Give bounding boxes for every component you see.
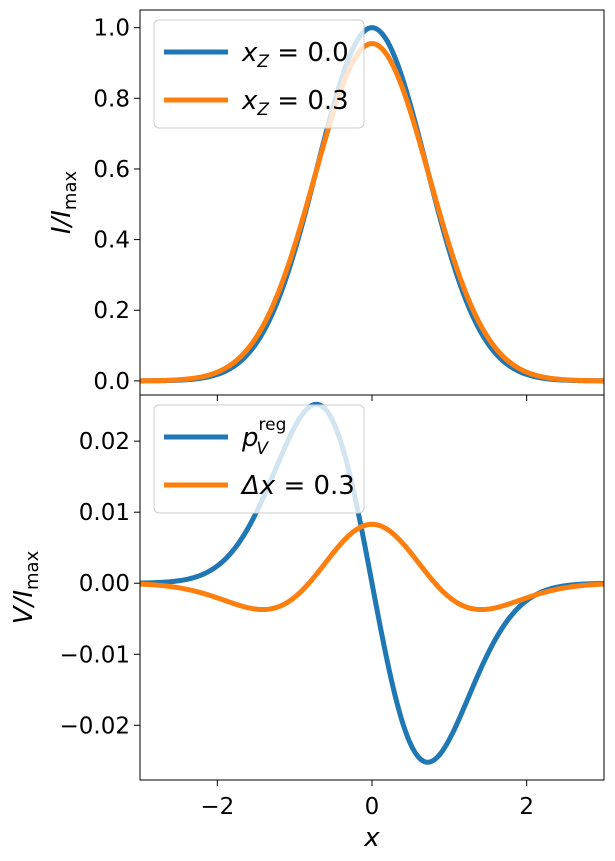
ytick-label-bottom-1: −0.01 [60,642,130,668]
legend-label-bottom-1: Δx = 0.3 [240,471,355,501]
xtick-label-bottom-1: 0 [365,794,380,820]
xlabel: x [363,823,380,853]
ylabel-bottom: V/Imax [9,550,43,624]
ytick-label-bottom-3: 0.01 [79,500,130,526]
ytick-label-top-5: 1.0 [93,16,130,42]
panel-bottom: −0.02 −0.01 0.00 0.01 0.02 −2 0 2 V/Imax x preg V Δx… [9,394,605,853]
xtick-label-bottom-0: −2 [200,794,234,820]
ytick-label-top-1: 0.2 [93,298,130,324]
ytick-label-bottom-2: 0.00 [79,571,130,597]
panel-top: 0.0 0.2 0.4 0.6 0.8 1.0 I/Imax xZ = 0.0 xZ = 0.3 [47,9,605,401]
legend-bottom: preg V Δx = 0.3 [153,404,365,514]
ytick-label-top-3: 0.6 [93,157,130,183]
ytick-label-top-2: 0.4 [93,228,130,254]
ylabel-top: I/Imax [47,170,81,234]
xtick-label-bottom-2: 2 [519,794,534,820]
series-line-top-1 [140,41,604,384]
ytick-label-bottom-0: −0.02 [60,713,130,739]
ytick-label-top-4: 0.8 [93,86,130,112]
legend-label-top-0: xZ = 0.0 [241,38,349,72]
series-line-bottom-1 [140,521,604,613]
legend-label-bottom-0: preg V [241,415,286,459]
series-line-bottom-0 [140,401,604,765]
ytick-label-bottom-4: 0.02 [79,429,130,455]
legend-label-top-1: xZ = 0.3 [241,86,349,120]
ytick-label-top-0: 0.0 [93,369,130,395]
legend-top: xZ = 0.0 xZ = 0.3 [153,19,365,129]
